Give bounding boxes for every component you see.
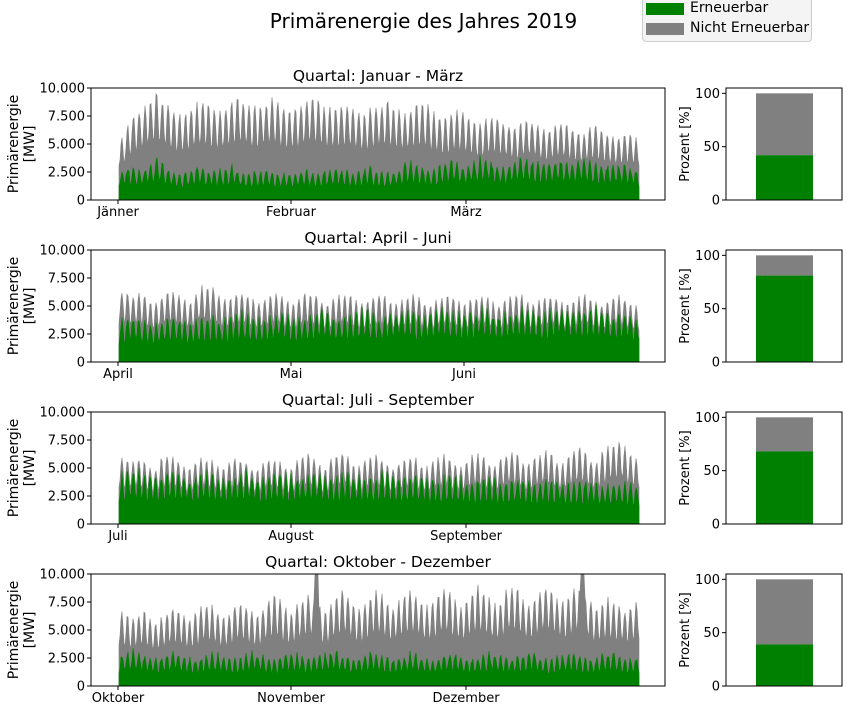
panel-title-q3: Quartal: Juli - September — [282, 391, 475, 409]
y-tick-label-q2: 10.000 — [40, 244, 86, 259]
y-tick-label-q4: 10.000 — [40, 568, 86, 583]
bar-y-tick-label-q2: 0 — [712, 356, 720, 371]
legend: Erneuerbar Nicht Erneuerbar — [642, 0, 812, 42]
y-tick-label-q2: 2.500 — [48, 328, 85, 343]
legend-swatch-renewable — [646, 3, 684, 15]
y-tick-label-q1: 7.500 — [48, 110, 85, 125]
bar-frame-q2 — [725, 249, 843, 363]
panel-title-q4: Quartal: Oktober - Dezember — [265, 553, 491, 571]
bar-nonrenewable-q3 — [756, 417, 813, 452]
bar-renewable-q3 — [756, 451, 813, 524]
y-tick-label-q3: 10.000 — [40, 406, 86, 421]
x-tick-label-q3: Juli — [107, 529, 127, 544]
y-tick-label-q2: 5.000 — [48, 300, 85, 315]
bar-nonrenewable-q2 — [756, 255, 813, 276]
bar-y-tick-label-q1: 50 — [703, 140, 720, 155]
bar-y-tick-label-q3: 50 — [703, 464, 720, 479]
x-tick-label-q3: September — [430, 529, 503, 544]
area-renewable-q3 — [118, 468, 640, 525]
legend-label-renewable: Erneuerbar — [690, 0, 769, 16]
y-axis-label-q4: Primärenergie[MW] — [6, 581, 38, 680]
x-tick-label-q4: November — [257, 691, 325, 706]
bar-y-tick-label-q3: 100 — [695, 411, 720, 426]
bar-renewable-q2 — [756, 275, 813, 362]
bar-nonrenewable-q1 — [756, 93, 813, 156]
y-tick-label-q3: 7.500 — [48, 434, 85, 449]
x-tick-label-q4: Oktober — [92, 691, 145, 706]
x-tick-label-q1: Februar — [266, 205, 317, 220]
bar-y-axis-label-q3: Prozent [%] — [678, 430, 693, 505]
bar-y-tick-label-q1: 0 — [712, 194, 720, 209]
bar-y-axis-label-q4: Prozent [%] — [678, 592, 693, 667]
y-tick-label-q3: 5.000 — [48, 462, 85, 477]
y-tick-label-q1: 0 — [77, 194, 85, 209]
bar-y-tick-label-q2: 50 — [703, 302, 720, 317]
bar-y-tick-label-q4: 100 — [695, 573, 720, 588]
panel-title-q1: Quartal: Januar - März — [293, 67, 463, 85]
chart-title: Primärenergie des Jahres 2019 — [269, 9, 578, 33]
bar-y-axis-label-q1: Prozent [%] — [678, 106, 693, 181]
bar-y-tick-label-q2: 100 — [695, 249, 720, 264]
bar-y-tick-label-q4: 0 — [712, 680, 720, 695]
bar-frame-q3 — [725, 411, 843, 525]
y-tick-label-q4: 5.000 — [48, 624, 85, 639]
y-tick-label-q2: 7.500 — [48, 272, 85, 287]
area-renewable-q1 — [118, 154, 640, 201]
bar-y-axis-label-q2: Prozent [%] — [678, 268, 693, 343]
bar-y-tick-label-q1: 100 — [695, 87, 720, 102]
bar-renewable-q1 — [756, 155, 813, 200]
x-tick-label-q2: April — [103, 367, 133, 382]
bar-frame-q1 — [725, 87, 843, 201]
x-tick-label-q2: Juni — [451, 367, 476, 382]
y-tick-label-q1: 2.500 — [48, 166, 85, 181]
y-tick-label-q3: 0 — [77, 518, 85, 533]
area-renewable-q4 — [118, 648, 640, 687]
area-renewable-q2 — [118, 304, 640, 363]
x-tick-label-q1: Jänner — [96, 205, 139, 220]
y-axis-label-q2: Primärenergie[MW] — [6, 257, 38, 356]
bar-renewable-q4 — [756, 644, 813, 686]
y-tick-label-q1: 5.000 — [48, 138, 85, 153]
y-tick-label-q4: 0 — [77, 680, 85, 695]
panel-title-q2: Quartal: April - Juni — [304, 229, 451, 247]
y-tick-label-q1: 10.000 — [40, 82, 86, 97]
x-tick-label-q3: August — [268, 529, 314, 544]
bar-frame-q4 — [725, 573, 843, 687]
x-tick-label-q2: Mai — [280, 367, 303, 382]
x-tick-label-q4: Dezember — [432, 691, 500, 706]
y-tick-label-q3: 2.500 — [48, 490, 85, 505]
legend-label-nonrenewable: Nicht Erneuerbar — [690, 20, 810, 36]
y-axis-label-q3: Primärenergie[MW] — [6, 419, 38, 518]
y-axis-label-q1: Primärenergie[MW] — [6, 95, 38, 194]
y-tick-label-q4: 7.500 — [48, 596, 85, 611]
y-tick-label-q4: 2.500 — [48, 652, 85, 667]
y-tick-label-q2: 0 — [77, 356, 85, 371]
bar-nonrenewable-q4 — [756, 579, 813, 645]
bar-y-tick-label-q3: 0 — [712, 518, 720, 533]
area-nonrenewable-q4 — [118, 573, 640, 687]
legend-swatch-nonrenewable — [646, 23, 684, 35]
bar-y-tick-label-q4: 50 — [703, 626, 720, 641]
x-tick-label-q1: März — [450, 205, 482, 220]
